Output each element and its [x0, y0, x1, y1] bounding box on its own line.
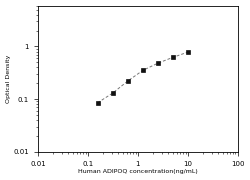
- Y-axis label: Optical Density: Optical Density: [6, 54, 10, 103]
- X-axis label: Human ADIPOQ concentration(ng/mL): Human ADIPOQ concentration(ng/mL): [78, 169, 198, 174]
